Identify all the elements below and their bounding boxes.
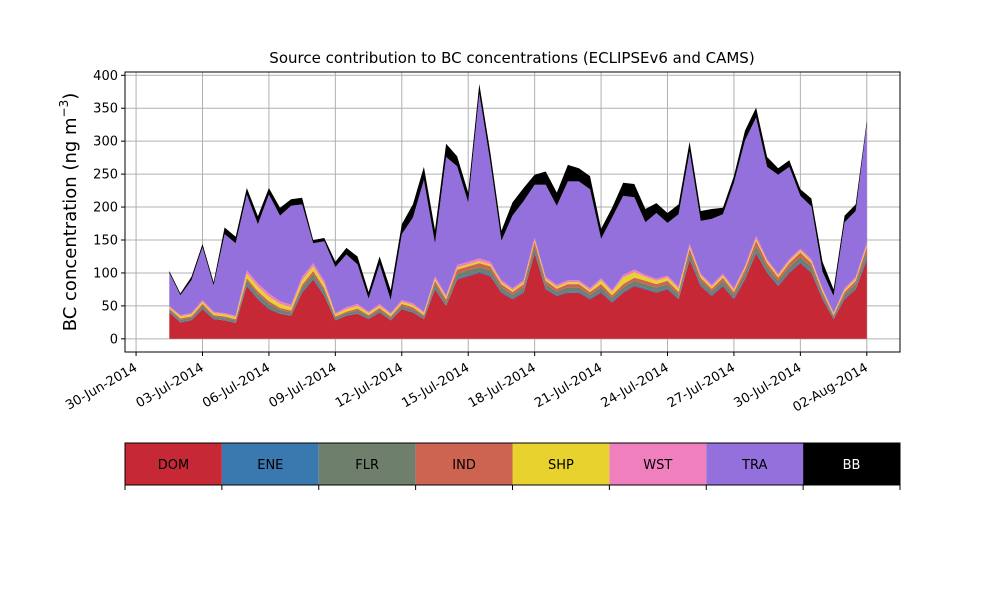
legend-label-tra: TRA: [741, 458, 767, 473]
y-axis-label: BC concentration (ng m−3): [57, 93, 81, 332]
legend-swatch-bb: [803, 443, 900, 485]
chart-title: Source contribution to BC concentrations…: [269, 49, 754, 67]
legend-label-flr: FLR: [355, 458, 379, 473]
area-series-tra: [169, 93, 867, 316]
y-tick-label: 300: [93, 135, 118, 150]
legend-label-bb: BB: [843, 458, 861, 473]
y-axis-label-close: ): [60, 93, 81, 100]
legend-swatch-ind: [415, 443, 513, 485]
legend-swatch-ene: [221, 443, 319, 485]
y-tick-label: 250: [93, 168, 118, 183]
legend-swatch-wst: [609, 443, 707, 485]
legend-colorbar: DOM ENE FLR IND SHP WST TRA BB: [124, 442, 901, 490]
plot-frame: [124, 71, 901, 353]
legend-label-ind: IND: [452, 458, 476, 473]
legend-label-shp: SHP: [548, 458, 574, 473]
y-tick-label: 150: [93, 234, 118, 249]
y-tick-label: 200: [93, 201, 118, 216]
y-tick-label: 400: [93, 69, 118, 84]
y-axis-label-main: BC concentration (ng m: [60, 117, 81, 331]
y-axis-label-superscript: −3: [57, 100, 71, 118]
y-tick-label: 100: [93, 266, 118, 281]
y-tick-label: 0: [110, 332, 118, 347]
y-axis: 0 50 100 150 200 250 300 350 400: [93, 69, 125, 347]
legend-label-wst: WST: [643, 458, 672, 473]
stacked-areas: [169, 83, 867, 339]
legend-swatch-shp: [512, 443, 610, 485]
legend-label-dom: DOM: [158, 458, 189, 473]
legend-swatch-dom: [125, 443, 222, 485]
y-tick-label: 350: [93, 102, 118, 117]
legend-label-ene: ENE: [257, 458, 283, 473]
legend-swatch-flr: [318, 443, 416, 485]
y-tick-label: 50: [101, 299, 118, 314]
legend-swatch-tra: [706, 443, 804, 485]
area-series-flr: [169, 245, 867, 323]
